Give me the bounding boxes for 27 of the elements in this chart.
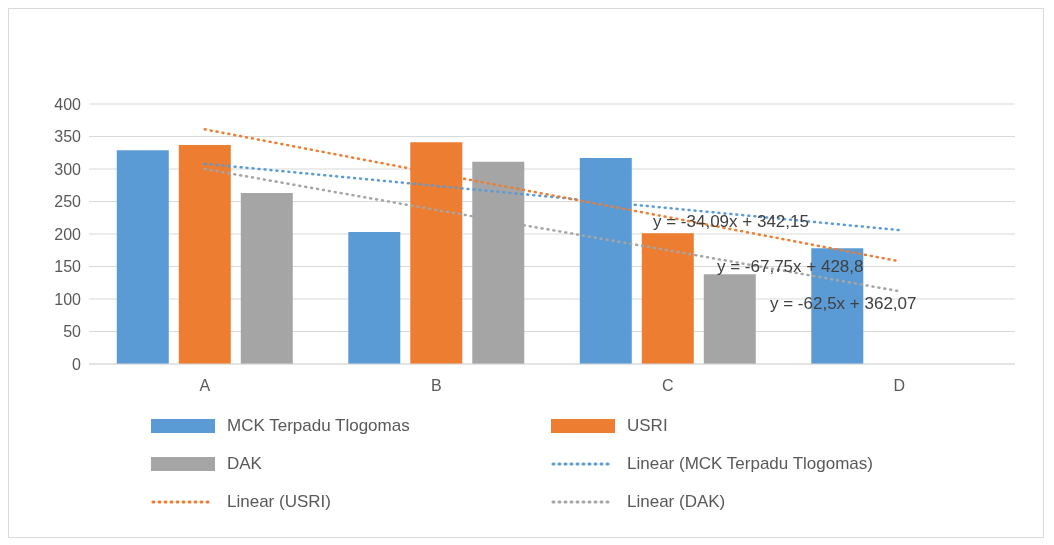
y-tick-label: 200 (54, 225, 82, 243)
legend-label: Linear (MCK Terpadu Tlogomas) (626, 453, 874, 475)
y-tick-label: 300 (54, 160, 82, 178)
bar (240, 193, 293, 364)
legend-label: Linear (DAK) (626, 491, 727, 513)
legend-label: MCK Terpadu Tlogomas (226, 415, 411, 437)
y-tick-label: 400 (54, 95, 82, 113)
y-tick-label: 150 (54, 258, 82, 276)
bar (116, 150, 169, 364)
bar (178, 144, 231, 364)
y-tick-label: 0 (72, 355, 82, 373)
y-tick-label: 350 (54, 128, 82, 146)
x-tick-label: D (893, 377, 906, 395)
y-tick-label: 100 (54, 290, 82, 308)
legend-label: USRI (626, 415, 669, 437)
x-tick-label: A (199, 377, 211, 395)
legend-label: DAK (226, 453, 263, 475)
legend-label: Linear (USRI) (226, 491, 332, 513)
bar (703, 274, 756, 364)
x-tick-label: B (430, 377, 442, 395)
y-tick-label: 250 (54, 193, 82, 211)
bar (641, 233, 694, 364)
x-tick-label: C (661, 377, 674, 395)
y-tick-label: 50 (63, 323, 82, 341)
annotation: y = -67,75x + 428,8 (716, 257, 865, 277)
bar (348, 232, 401, 364)
annotation: y = -34,09x + 342,15 (652, 212, 810, 232)
